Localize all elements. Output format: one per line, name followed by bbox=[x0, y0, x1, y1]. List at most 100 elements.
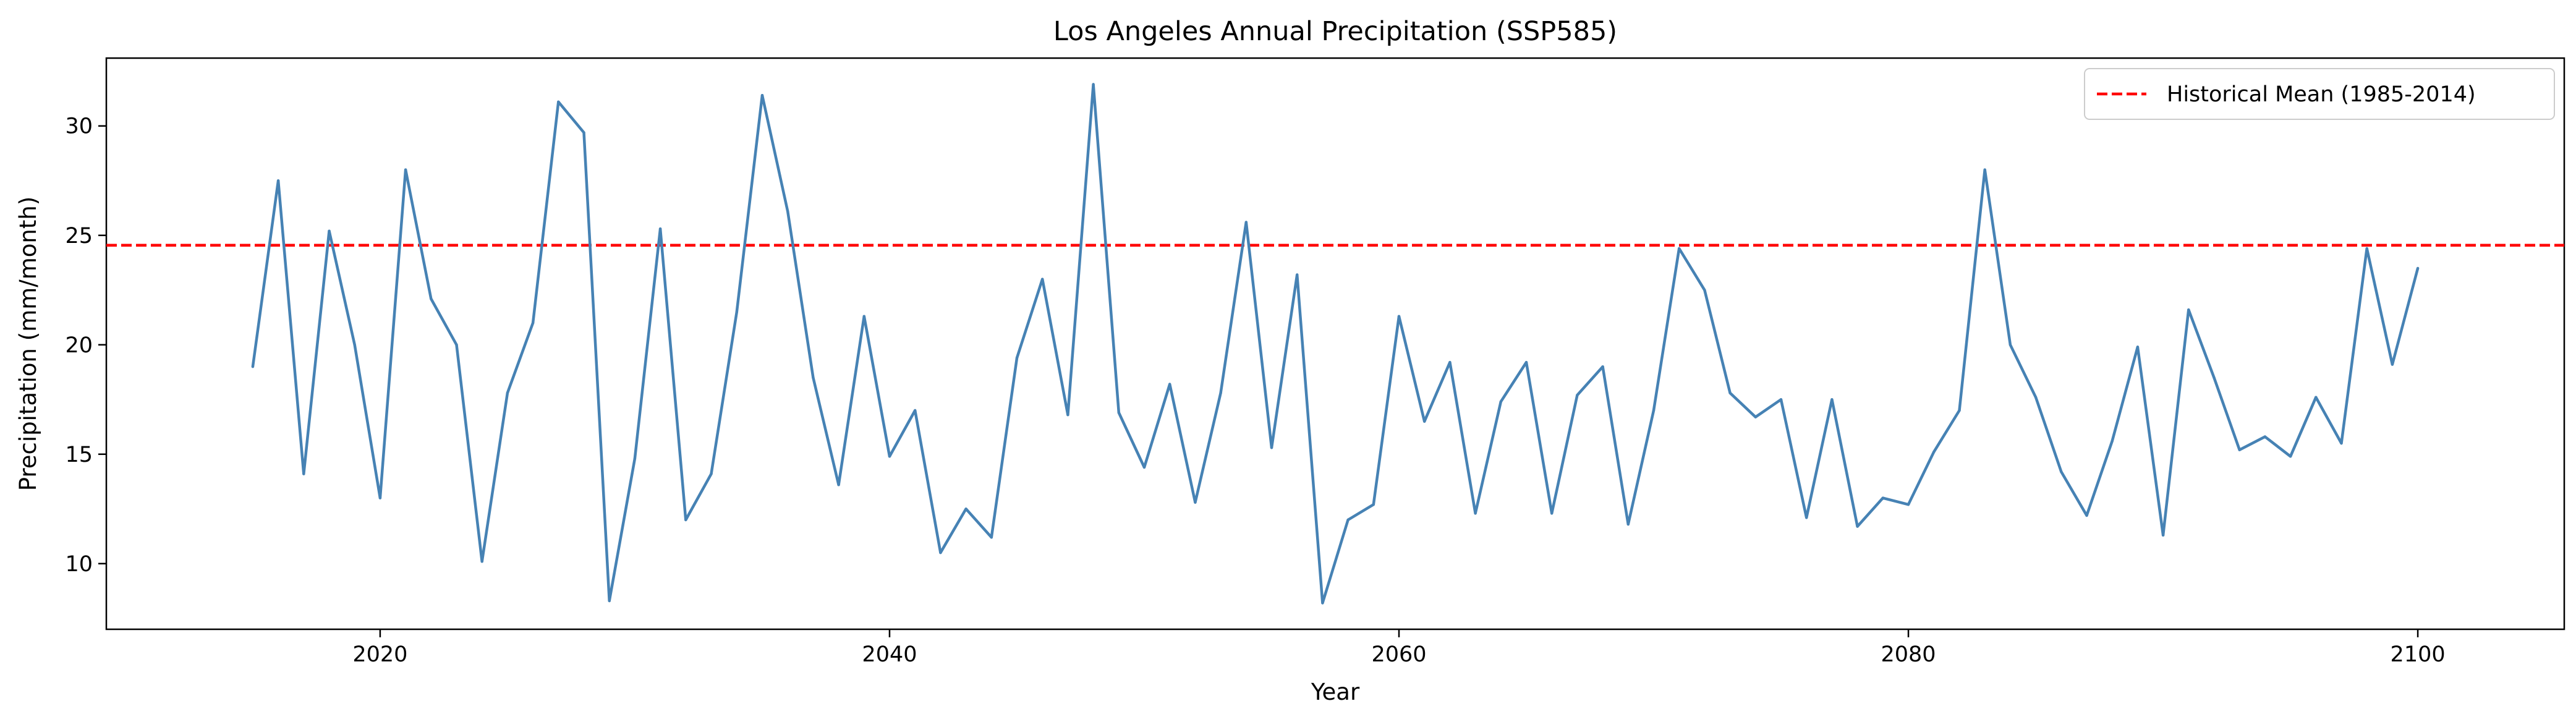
data-point-2100 bbox=[2416, 266, 2420, 270]
data-point-2030 bbox=[633, 457, 637, 461]
data-series bbox=[251, 83, 2420, 605]
data-point-2093 bbox=[2238, 448, 2241, 451]
data-point-2072 bbox=[1703, 289, 1706, 292]
legend: Historical Mean (1985-2014) bbox=[2084, 68, 2555, 120]
data-point-2066 bbox=[1550, 512, 1554, 515]
data-point-2023 bbox=[455, 343, 458, 346]
data-point-2054 bbox=[1244, 221, 1248, 224]
y-tick-label-15: 15 bbox=[65, 443, 93, 467]
data-point-2085 bbox=[2034, 396, 2038, 399]
legend-frame bbox=[2084, 68, 2555, 120]
data-point-2047 bbox=[1066, 413, 1069, 417]
data-point-2049 bbox=[1117, 411, 1121, 414]
data-point-2097 bbox=[2340, 441, 2343, 445]
data-point-2083 bbox=[1983, 168, 1986, 171]
precipitation-series-line bbox=[251, 83, 2420, 605]
data-point-2034 bbox=[735, 310, 739, 313]
data-point-2039 bbox=[862, 315, 866, 318]
data-point-2094 bbox=[2263, 435, 2267, 438]
data-point-2091 bbox=[2187, 308, 2190, 312]
data-point-2098 bbox=[2365, 247, 2368, 250]
data-point-2099 bbox=[2391, 363, 2394, 366]
data-point-2021 bbox=[404, 168, 407, 171]
data-point-2027 bbox=[557, 100, 560, 103]
data-point-2018 bbox=[328, 229, 331, 232]
data-point-2037 bbox=[812, 376, 815, 380]
data-point-2068 bbox=[1601, 365, 1604, 368]
data-point-2016 bbox=[276, 179, 280, 182]
y-axis-label: Precipitation (mm/month) bbox=[15, 197, 41, 491]
data-point-2076 bbox=[1805, 516, 1808, 519]
data-point-2042 bbox=[939, 551, 942, 554]
x-tick-label-2060: 2060 bbox=[1371, 642, 1426, 667]
data-point-2017 bbox=[302, 472, 305, 475]
y-tick-label-20: 20 bbox=[65, 333, 93, 358]
data-point-2073 bbox=[1728, 391, 1732, 394]
x-axis-ticks: 2020 2040 2060 2080 2100 bbox=[352, 629, 2446, 667]
data-point-2090 bbox=[2161, 533, 2165, 537]
data-point-2074 bbox=[1754, 415, 1757, 418]
y-axis-ticks: 10 15 20 25 30 bbox=[65, 114, 106, 577]
data-point-2038 bbox=[837, 483, 840, 486]
data-point-2029 bbox=[608, 599, 611, 603]
data-point-2075 bbox=[1779, 398, 1783, 401]
data-point-2082 bbox=[1958, 409, 1961, 412]
chart-title: Los Angeles Annual Precipitation (SSP585… bbox=[1053, 16, 1617, 47]
data-point-2069 bbox=[1626, 522, 1630, 526]
data-point-2051 bbox=[1168, 383, 1171, 386]
data-point-2041 bbox=[914, 409, 917, 412]
data-point-2067 bbox=[1576, 394, 1579, 397]
data-point-2059 bbox=[1372, 503, 1375, 506]
legend-label-historical-mean: Historical Mean (1985-2014) bbox=[2167, 82, 2476, 107]
x-tick-label-2100: 2100 bbox=[2391, 642, 2446, 667]
x-tick-label-2020: 2020 bbox=[352, 642, 407, 667]
data-point-2025 bbox=[506, 391, 509, 394]
data-point-2087 bbox=[2085, 514, 2088, 517]
data-point-2095 bbox=[2289, 455, 2292, 458]
data-point-2081 bbox=[1932, 451, 1936, 454]
data-point-2077 bbox=[1830, 398, 1834, 401]
data-point-2086 bbox=[2060, 470, 2063, 474]
y-tick-label-10: 10 bbox=[65, 552, 93, 577]
data-point-2015 bbox=[251, 365, 255, 368]
data-point-2050 bbox=[1142, 465, 1146, 469]
data-point-2019 bbox=[353, 343, 356, 346]
data-point-2070 bbox=[1652, 409, 1656, 412]
data-point-2022 bbox=[430, 297, 433, 300]
data-point-2056 bbox=[1296, 273, 1299, 276]
data-point-2052 bbox=[1194, 501, 1197, 504]
data-point-2026 bbox=[531, 321, 535, 325]
data-point-2058 bbox=[1346, 518, 1350, 522]
data-point-2031 bbox=[658, 227, 662, 231]
data-point-2057 bbox=[1321, 601, 1324, 605]
data-point-2080 bbox=[1906, 503, 1910, 506]
data-point-2040 bbox=[888, 455, 891, 458]
data-point-2071 bbox=[1678, 247, 1681, 250]
data-point-2033 bbox=[710, 472, 713, 475]
data-point-2020 bbox=[378, 496, 382, 499]
data-point-2045 bbox=[1015, 356, 1019, 360]
data-point-2088 bbox=[2111, 440, 2114, 443]
data-point-2060 bbox=[1397, 315, 1401, 318]
data-point-2048 bbox=[1092, 83, 1095, 86]
data-point-2032 bbox=[684, 518, 687, 522]
plot-frame bbox=[105, 57, 2565, 631]
data-point-2078 bbox=[1856, 525, 1859, 528]
data-point-2062 bbox=[1448, 360, 1452, 364]
data-point-2024 bbox=[480, 560, 483, 563]
plot-area: 2020 2040 2060 2080 2100 10 15 20 25 30 bbox=[65, 57, 2565, 667]
data-point-2053 bbox=[1219, 391, 1222, 394]
y-tick-label-30: 30 bbox=[65, 114, 93, 139]
y-tick-label-25: 25 bbox=[65, 224, 93, 248]
data-point-2096 bbox=[2315, 396, 2318, 399]
data-point-2084 bbox=[2009, 343, 2012, 346]
data-point-2055 bbox=[1270, 446, 1273, 449]
x-tick-label-2080: 2080 bbox=[1881, 642, 1936, 667]
data-point-2079 bbox=[1881, 496, 1884, 499]
data-point-2044 bbox=[990, 536, 993, 539]
x-tick-label-2040: 2040 bbox=[862, 642, 917, 667]
data-point-2065 bbox=[1524, 360, 1528, 364]
data-point-2036 bbox=[786, 210, 789, 213]
